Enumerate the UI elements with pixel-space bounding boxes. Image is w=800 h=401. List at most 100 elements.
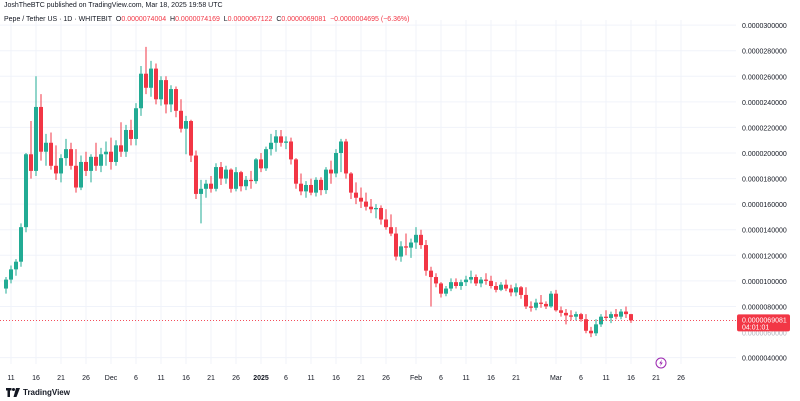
candle-up[interactable] xyxy=(224,169,228,179)
candle-up[interactable] xyxy=(514,287,518,293)
candle-down[interactable] xyxy=(434,277,438,284)
candle-down[interactable] xyxy=(164,80,168,105)
candle-down[interactable] xyxy=(364,201,368,207)
candle-up[interactable] xyxy=(44,142,48,152)
candle-up[interactable] xyxy=(79,161,83,188)
candle-down[interactable] xyxy=(559,310,563,313)
candle-down[interactable] xyxy=(354,192,358,198)
candle-down[interactable] xyxy=(299,183,303,192)
candle-up[interactable] xyxy=(444,288,448,294)
candle-down[interactable] xyxy=(379,207,383,220)
candle-up[interactable] xyxy=(64,149,68,159)
candle-up[interactable] xyxy=(479,279,483,284)
candle-up[interactable] xyxy=(459,282,463,286)
candle-down[interactable] xyxy=(524,294,528,307)
candle-up[interactable] xyxy=(24,154,28,228)
candle-down[interactable] xyxy=(219,167,223,179)
candle-up[interactable] xyxy=(19,227,23,262)
candle-down[interactable] xyxy=(329,169,333,174)
candle-down[interactable] xyxy=(504,284,508,289)
candle-down[interactable] xyxy=(294,159,298,184)
candle-up[interactable] xyxy=(34,106,38,171)
candle-up[interactable] xyxy=(264,149,268,169)
candle-down[interactable] xyxy=(94,156,98,166)
candle-down[interactable] xyxy=(529,306,533,308)
candle-down[interactable] xyxy=(119,145,123,152)
candle-down[interactable] xyxy=(289,141,293,160)
candle-up[interactable] xyxy=(534,302,538,308)
candle-down[interactable] xyxy=(564,312,568,316)
candle-down[interactable] xyxy=(544,303,548,307)
candle-down[interactable] xyxy=(74,165,78,188)
candle-up[interactable] xyxy=(124,129,128,152)
candle-down[interactable] xyxy=(154,68,158,100)
candle-up[interactable] xyxy=(464,279,468,283)
candle-down[interactable] xyxy=(394,233,398,257)
candle-down[interactable] xyxy=(489,280,493,286)
candle-down[interactable] xyxy=(439,283,443,294)
candle-down[interactable] xyxy=(39,106,43,152)
candle-up[interactable] xyxy=(9,269,13,280)
candle-down[interactable] xyxy=(109,151,113,162)
candle-down[interactable] xyxy=(569,315,573,317)
candle-up[interactable] xyxy=(204,183,208,189)
candle-up[interactable] xyxy=(139,73,143,109)
candle-down[interactable] xyxy=(454,282,458,286)
candle-down[interactable] xyxy=(309,184,313,193)
candle-down[interactable] xyxy=(84,161,88,171)
candle-up[interactable] xyxy=(254,159,258,182)
candle-down[interactable] xyxy=(519,287,523,295)
candle-down[interactable] xyxy=(54,165,58,174)
candle-up[interactable] xyxy=(104,151,108,155)
candle-up[interactable] xyxy=(449,282,453,289)
candle-up[interactable] xyxy=(274,136,278,143)
candle-up[interactable] xyxy=(314,179,318,193)
candle-up[interactable] xyxy=(214,167,218,189)
candle-up[interactable] xyxy=(399,246,403,257)
candle-down[interactable] xyxy=(624,311,628,315)
candle-down[interactable] xyxy=(249,179,253,182)
candle-down[interactable] xyxy=(629,314,633,321)
candle-down[interactable] xyxy=(49,142,53,166)
candle-down[interactable] xyxy=(344,141,348,174)
candle-down[interactable] xyxy=(419,234,423,246)
candle-up[interactable] xyxy=(414,234,418,243)
candle-up[interactable] xyxy=(334,152,338,174)
candle-up[interactable] xyxy=(4,279,8,289)
tradingview-branding[interactable]: TradingView xyxy=(6,388,70,397)
candle-up[interactable] xyxy=(159,80,163,100)
candle-up[interactable] xyxy=(134,108,138,139)
candle-down[interactable] xyxy=(209,183,213,189)
candle-up[interactable] xyxy=(499,284,503,290)
candle-up[interactable] xyxy=(619,311,623,317)
candle-down[interactable] xyxy=(229,169,233,189)
candle-down[interactable] xyxy=(129,129,133,139)
candle-up[interactable] xyxy=(184,121,188,129)
candle-up[interactable] xyxy=(244,179,248,187)
candle-down[interactable] xyxy=(174,89,178,111)
candle-up[interactable] xyxy=(284,141,288,143)
candle-down[interactable] xyxy=(349,173,353,193)
candle-down[interactable] xyxy=(579,314,583,320)
candle-down[interactable] xyxy=(404,246,408,248)
candle-down[interactable] xyxy=(424,245,428,271)
candle-down[interactable] xyxy=(29,154,33,171)
candle-down[interactable] xyxy=(259,159,263,169)
candle-down[interactable] xyxy=(189,121,193,156)
candle-up[interactable] xyxy=(594,324,598,334)
candle-down[interactable] xyxy=(384,219,388,228)
candle-down[interactable] xyxy=(614,314,618,317)
candle-down[interactable] xyxy=(389,227,393,234)
candle-up[interactable] xyxy=(324,169,328,191)
candle-up[interactable] xyxy=(114,145,118,162)
candle-down[interactable] xyxy=(604,316,608,318)
candle-up[interactable] xyxy=(609,314,613,318)
candle-down[interactable] xyxy=(474,277,478,284)
candle-down[interactable] xyxy=(484,279,488,281)
candle-up[interactable] xyxy=(339,141,343,153)
candle-up[interactable] xyxy=(14,261,18,270)
candle-down[interactable] xyxy=(144,73,148,88)
candle-down[interactable] xyxy=(554,293,558,311)
candle-up[interactable] xyxy=(304,184,308,192)
